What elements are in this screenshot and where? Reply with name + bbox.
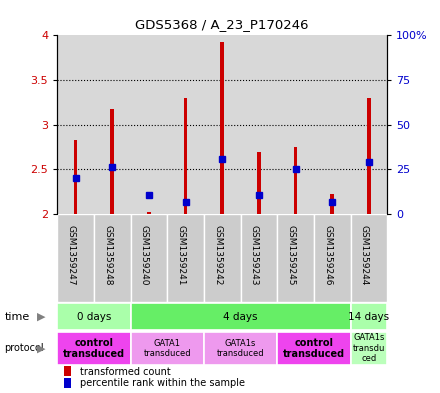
Text: GATA1
transduced: GATA1 transduced: [143, 339, 191, 358]
Bar: [74, 140, 77, 214]
Text: 4 days: 4 days: [223, 312, 258, 321]
Text: GSM1359248: GSM1359248: [103, 225, 112, 285]
Bar: [184, 98, 187, 214]
Text: GSM1359242: GSM1359242: [213, 225, 222, 285]
Bar: [241, 214, 277, 302]
Bar: [64, 366, 71, 376]
Text: GATA1s
transdu
ced: GATA1s transdu ced: [353, 333, 385, 363]
Bar: [131, 303, 351, 330]
Bar: [57, 303, 131, 330]
Text: ▶: ▶: [37, 343, 46, 353]
Bar: [351, 214, 387, 302]
Bar: [204, 214, 241, 302]
Text: transformed count: transformed count: [81, 367, 171, 377]
Bar: [351, 303, 387, 330]
Text: 0 days: 0 days: [77, 312, 111, 321]
Bar: [147, 213, 150, 214]
Bar: [367, 98, 371, 214]
Text: GSM1359245: GSM1359245: [286, 225, 296, 285]
Bar: [277, 332, 351, 365]
Text: GSM1359247: GSM1359247: [66, 225, 76, 285]
Bar: [294, 147, 297, 214]
Text: GSM1359241: GSM1359241: [176, 225, 186, 285]
Bar: [314, 214, 351, 302]
Bar: [110, 109, 114, 214]
Text: GSM1359246: GSM1359246: [323, 225, 332, 285]
Text: 14 days: 14 days: [348, 312, 389, 321]
Text: GATA1s
transduced: GATA1s transduced: [217, 339, 264, 358]
Text: control
transduced: control transduced: [283, 338, 345, 359]
Bar: [94, 214, 131, 302]
Text: control
transduced: control transduced: [63, 338, 125, 359]
Bar: [57, 214, 94, 302]
Text: time: time: [4, 312, 29, 321]
Text: ▶: ▶: [37, 312, 46, 321]
Bar: [204, 332, 277, 365]
Bar: [257, 152, 260, 214]
Text: percentile rank within the sample: percentile rank within the sample: [81, 378, 246, 388]
Text: GSM1359240: GSM1359240: [140, 225, 149, 285]
Bar: [131, 332, 204, 365]
Bar: [330, 194, 334, 214]
Bar: [57, 332, 131, 365]
Text: protocol: protocol: [4, 343, 44, 353]
Bar: [131, 214, 167, 302]
Bar: [277, 214, 314, 302]
Text: GDS5368 / A_23_P170246: GDS5368 / A_23_P170246: [136, 18, 309, 31]
Bar: [167, 214, 204, 302]
Bar: [351, 332, 387, 365]
Bar: [220, 42, 224, 214]
Text: GSM1359243: GSM1359243: [250, 225, 259, 285]
Text: GSM1359244: GSM1359244: [360, 225, 369, 285]
Bar: [64, 378, 71, 388]
